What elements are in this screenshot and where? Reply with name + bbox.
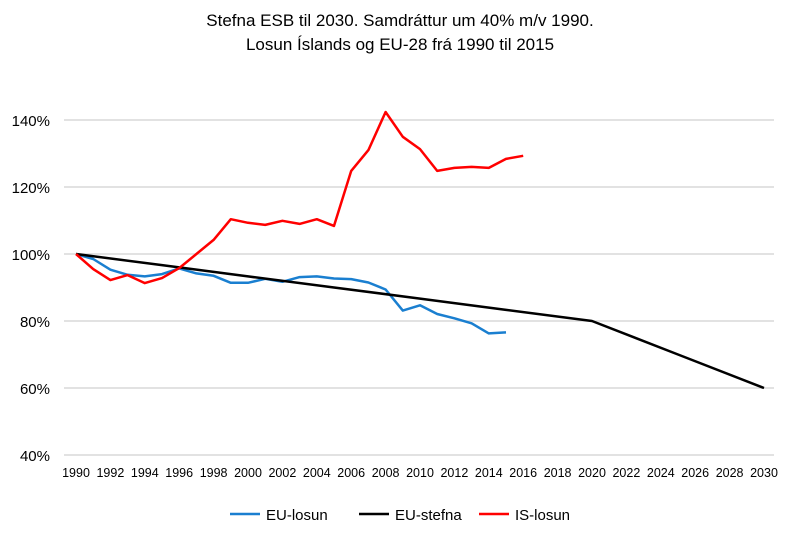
y-tick-label: 120% xyxy=(12,180,50,197)
x-tick-label: 1992 xyxy=(96,466,124,480)
x-tick-label: 2020 xyxy=(578,466,606,480)
x-tick-label: 2012 xyxy=(440,466,468,480)
x-tick-label: 2010 xyxy=(406,466,434,480)
x-tick-label: 1996 xyxy=(165,466,193,480)
x-tick-label: 2014 xyxy=(475,466,503,480)
legend-label-eu-losun: EU-losun xyxy=(266,507,328,524)
x-tick-label: 2030 xyxy=(750,466,778,480)
x-tick-label: 1994 xyxy=(131,466,159,480)
y-tick-label: 80% xyxy=(20,314,50,331)
x-tick-label: 2018 xyxy=(544,466,572,480)
y-tick-label: 60% xyxy=(20,381,50,398)
x-tick-label: 2024 xyxy=(647,466,675,480)
chart-title-line-1: Stefna ESB til 2030. Samdráttur um 40% m… xyxy=(206,11,593,30)
series-line-eu-stefna xyxy=(75,252,765,390)
y-tick-label: 100% xyxy=(12,247,50,264)
x-tick-label: 2028 xyxy=(716,466,744,480)
x-tick-label: 2000 xyxy=(234,466,262,480)
chart-title-line-2: Losun Íslands og EU-28 frá 1990 til 2015 xyxy=(246,35,554,54)
x-tick-label: 2006 xyxy=(337,466,365,480)
x-tick-label: 2002 xyxy=(268,466,296,480)
x-tick-label: 2016 xyxy=(509,466,537,480)
y-tick-label: 40% xyxy=(20,448,50,465)
legend-label-is-losun: IS-losun xyxy=(515,507,570,524)
x-tick-label: 1998 xyxy=(200,466,228,480)
x-tick-label: 2004 xyxy=(303,466,331,480)
series-line-is-losun xyxy=(75,110,524,285)
x-tick-label: 2026 xyxy=(681,466,709,480)
x-tick-label: 1990 xyxy=(62,466,90,480)
y-tick-label: 140% xyxy=(12,113,50,130)
x-tick-label: 2022 xyxy=(612,466,640,480)
legend-label-eu-stefna: EU-stefna xyxy=(395,507,462,524)
x-tick-label: 2008 xyxy=(372,466,400,480)
series-line-eu-losun xyxy=(75,252,507,335)
